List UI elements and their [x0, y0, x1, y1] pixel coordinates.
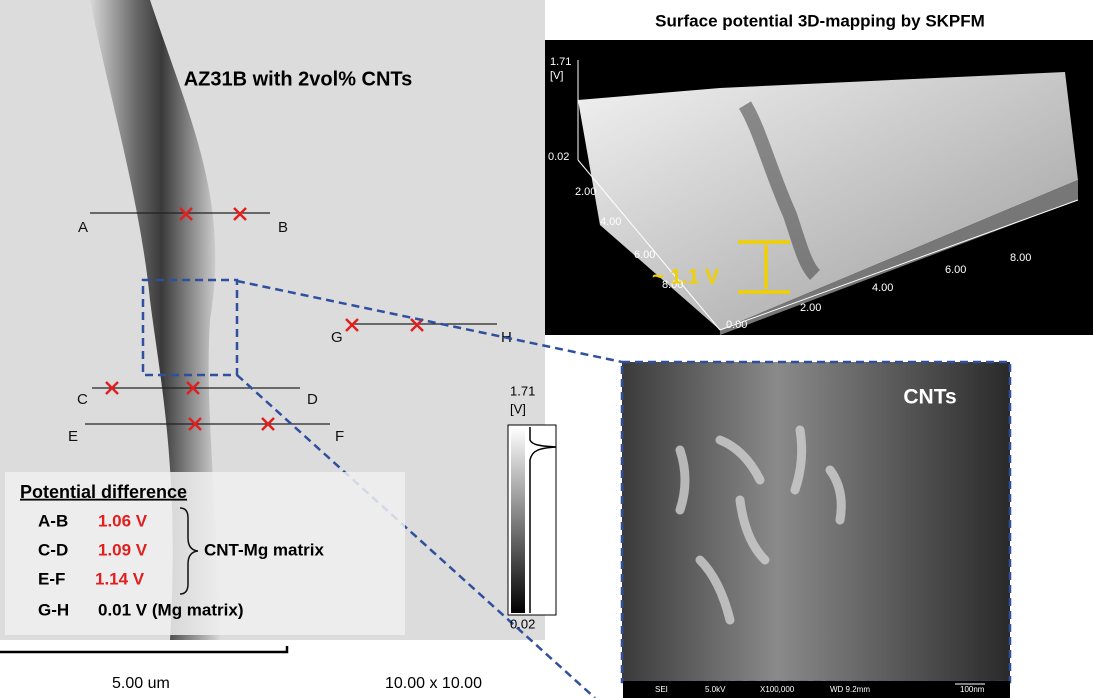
pair: G-H: [38, 600, 69, 619]
label: D: [307, 391, 318, 408]
scale-bar: [0, 646, 287, 652]
value: 1.09 V: [98, 540, 148, 559]
group-label: CNT-Mg matrix: [204, 540, 325, 559]
sem-info: WD 9.2mm: [830, 685, 870, 694]
cnt: [680, 450, 685, 510]
x-tick: 0.00: [726, 319, 747, 331]
sem-info: SEI: [655, 685, 668, 694]
label: G: [331, 329, 343, 346]
z-max: 1.71: [550, 56, 571, 68]
colorbar: [511, 427, 525, 613]
x-tick: 6.00: [945, 264, 966, 276]
x-tick: 2.00: [800, 302, 821, 314]
z-unit: [V]: [550, 70, 563, 82]
value: 1.14 V: [95, 569, 145, 588]
scale-label: 5.00 um: [112, 675, 170, 692]
annotation: ~ 1.1 V: [652, 266, 719, 289]
colorbar-unit: [V]: [510, 401, 526, 416]
x-tick: 8.00: [1010, 252, 1031, 264]
sem-footer: [623, 681, 1010, 698]
sem-info: 100nm: [960, 685, 985, 694]
y-tick: 4.00: [600, 216, 621, 228]
x-tick: 4.00: [872, 282, 893, 294]
map-title: Surface potential 3D-mapping by SKPFM: [655, 11, 985, 30]
sem-info: 5.0kV: [705, 685, 726, 694]
pair: E-F: [38, 569, 65, 588]
sem-info: X100,000: [760, 685, 795, 694]
scan-size: 10.00 x 10.00: [385, 675, 482, 692]
label: A: [78, 219, 88, 236]
label: E: [68, 428, 78, 445]
image-title: AZ31B with 2vol% CNTs: [184, 68, 413, 90]
z-min: 0.02: [548, 151, 569, 163]
value: 0.01 V (Mg matrix): [98, 600, 244, 619]
label: C: [77, 391, 88, 408]
colorbar-max: 1.71: [510, 383, 535, 398]
pair: C-D: [38, 540, 68, 559]
label: B: [278, 219, 288, 236]
pd-title: Potential difference: [20, 482, 187, 502]
y-tick: 2.00: [575, 186, 596, 198]
colorbar-min: 0.02: [510, 616, 535, 631]
y-tick: 6.00: [634, 249, 655, 261]
value: 1.06 V: [98, 511, 148, 530]
figure: AZ31B with 2vol% CNTs A B C D E F G H 1.…: [0, 0, 1093, 698]
sem-image: [622, 362, 1010, 682]
sem-label: CNTs: [903, 386, 956, 409]
pair: A-B: [38, 511, 68, 530]
label: F: [335, 428, 344, 445]
